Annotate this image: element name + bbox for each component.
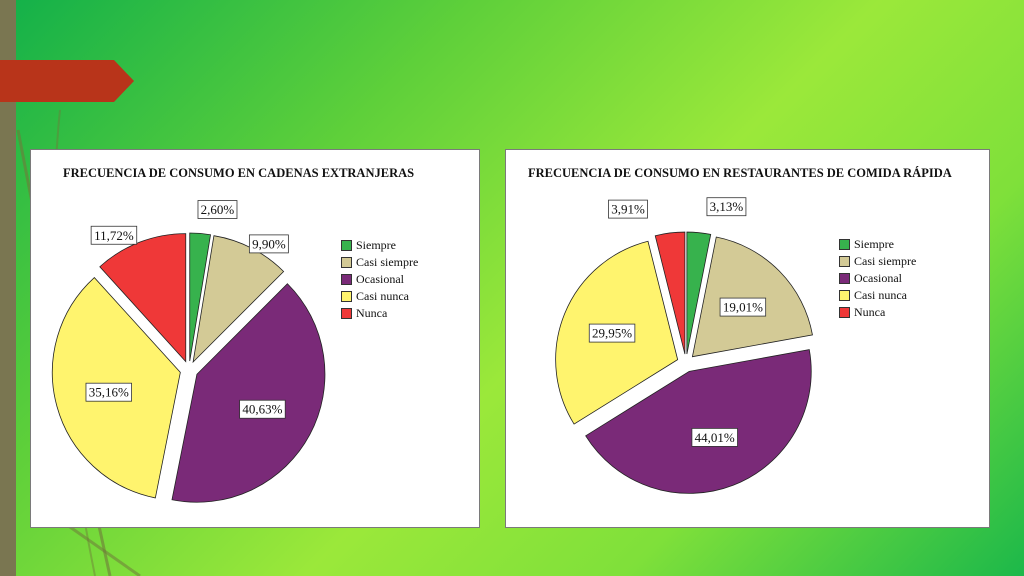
legend-swatch — [839, 290, 850, 301]
data-label-text: 35,16% — [89, 385, 129, 400]
data-label: 3,13% — [706, 197, 747, 217]
legend-label: Casi nunca — [854, 288, 907, 302]
data-label-text: 3,91% — [611, 202, 645, 217]
data-label: 29,95% — [588, 323, 636, 343]
data-label-text: 9,90% — [252, 236, 286, 251]
pie-chart-cadenas-extranjeras: 2,60% 9,90% 40,63% 35,16% 11,72% — [51, 200, 326, 503]
data-label-text: 2,60% — [201, 202, 235, 217]
legend-swatch — [839, 256, 850, 267]
legend-swatch — [341, 274, 352, 285]
slide-left-bar — [0, 0, 16, 576]
data-label-text: 3,13% — [710, 199, 744, 214]
data-label-text: 44,01% — [695, 430, 735, 445]
legend-item-nunca: Nunca — [839, 304, 916, 321]
pie-slice-ocasional — [585, 349, 812, 494]
data-label: 44,01% — [691, 428, 738, 447]
data-label-text: 29,95% — [592, 326, 632, 341]
chart-panel-comida-rapida: FRECUENCIA DE CONSUMO EN RESTAURANTES DE… — [505, 149, 990, 528]
pie-slice-nunca — [99, 233, 187, 363]
data-label: 19,01% — [719, 297, 767, 317]
legend-label: Casi nunca — [356, 289, 409, 303]
slide-ribbon-arrow — [0, 60, 134, 102]
data-label-text: 40,63% — [242, 402, 282, 417]
pie-slice-nunca — [654, 231, 686, 355]
chart-panel-cadenas-extranjeras: FRECUENCIA DE CONSUMO EN CADENAS EXTRANJ… — [30, 149, 480, 528]
legend-swatch — [341, 240, 352, 251]
legend-swatch — [839, 239, 850, 250]
legend-item-nunca: Nunca — [341, 305, 418, 322]
legend-item-casi-siempre: Casi siempre — [341, 254, 418, 271]
chart-title: FRECUENCIA DE CONSUMO EN RESTAURANTES DE… — [528, 166, 952, 180]
legend-swatch — [341, 291, 352, 302]
legend-item-siempre: Siempre — [839, 236, 916, 253]
legend-label: Siempre — [854, 237, 894, 251]
legend-label: Ocasional — [854, 271, 902, 285]
data-label: 11,72% — [90, 225, 138, 245]
data-label: 9,90% — [248, 234, 289, 254]
pie-slice-casi-siempre — [691, 236, 813, 358]
pie-chart-comida-rapida: 3,13% 19,01% 44,01% 29,95% 3,91% — [555, 197, 813, 494]
data-label: 3,91% — [608, 199, 648, 219]
legend-item-siempre: Siempre — [341, 237, 418, 254]
pie-slice-siempre — [686, 231, 712, 355]
chart-legend: Siempre Casi siempre Ocasional Casi nunc… — [341, 237, 418, 322]
legend-item-ocasional: Ocasional — [341, 271, 418, 288]
legend-swatch — [341, 257, 352, 268]
chart-legend: Siempre Casi siempre Ocasional Casi nunc… — [839, 236, 916, 321]
legend-label: Nunca — [356, 306, 388, 320]
legend-label: Nunca — [854, 305, 886, 319]
data-label-text: 11,72% — [94, 228, 134, 243]
legend-label: Casi siempre — [356, 255, 419, 269]
data-label-text: 19,01% — [723, 300, 763, 315]
legend-label: Siempre — [356, 238, 396, 252]
chart-title: FRECUENCIA DE CONSUMO EN CADENAS EXTRANJ… — [63, 166, 415, 180]
legend-label: Ocasional — [356, 272, 404, 286]
legend-item-casi-nunca: Casi nunca — [341, 288, 418, 305]
legend-swatch — [839, 307, 850, 318]
legend-item-casi-nunca: Casi nunca — [839, 287, 916, 304]
data-label: 40,63% — [239, 399, 286, 419]
legend-label: Casi siempre — [854, 254, 917, 268]
legend-item-ocasional: Ocasional — [839, 270, 916, 287]
pie-slice-ocasional — [171, 283, 326, 503]
legend-swatch — [839, 273, 850, 284]
pie-slice-siempre — [189, 232, 212, 362]
legend-swatch — [341, 308, 352, 319]
data-label: 2,60% — [197, 200, 238, 219]
data-label: 35,16% — [85, 382, 132, 402]
legend-item-casi-siempre: Casi siempre — [839, 253, 916, 270]
